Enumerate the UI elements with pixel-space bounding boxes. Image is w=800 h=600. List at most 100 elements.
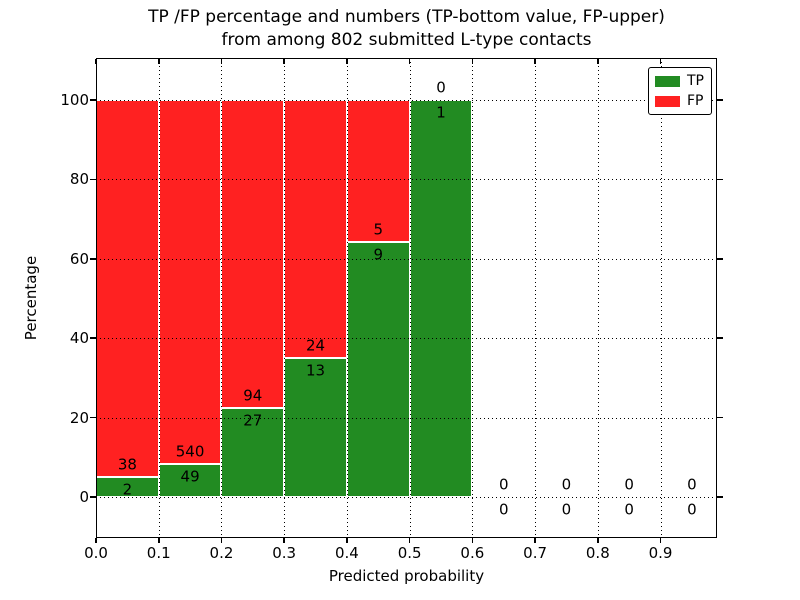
legend-label: FP: [687, 93, 704, 109]
x-tick-mark-top: [157, 59, 160, 64]
y-tick-label: 20: [69, 408, 89, 427]
x-tick-mark-top: [534, 59, 536, 64]
y-tick-mark-right: [717, 178, 723, 181]
x-tick-label: 0.3: [272, 544, 297, 562]
y-tick-label: 80: [69, 170, 89, 189]
bar-count-label-fp: 0: [561, 475, 572, 494]
y-tick-mark: [90, 99, 96, 101]
bar-segment-tp: [409, 100, 473, 497]
y-tick-mark: [90, 178, 96, 181]
x-tick-mark: [346, 538, 348, 543]
y-axis-label: Percentage: [22, 255, 40, 341]
legend-entry: FP: [655, 94, 705, 109]
grid-line-y: [96, 417, 717, 419]
bar-count-label-fp: 0: [498, 475, 509, 494]
x-tick-mark-top: [283, 59, 285, 64]
x-tick-mark-top: [597, 59, 599, 64]
x-tick-mark-top: [471, 59, 474, 64]
bar-count-label-tp: 0: [687, 500, 697, 519]
bar-segment-fp: [96, 100, 159, 478]
bar-segment-tp: [284, 357, 347, 497]
x-tick-label: 0.2: [209, 544, 234, 562]
x-tick-mark: [283, 538, 285, 543]
y-tick-mark-right: [717, 99, 723, 101]
grid-line-x: [472, 58, 474, 538]
legend: TP FP: [648, 67, 712, 115]
legend-swatch-tp: [655, 76, 680, 87]
x-tick-label: 0.9: [648, 544, 673, 562]
y-tick-mark-right: [717, 496, 723, 498]
x-tick-mark-top: [659, 59, 662, 64]
bar-count-label-fp: 540: [175, 442, 205, 461]
x-tick-mark: [408, 538, 411, 543]
bar-count-label-fp: 0: [687, 475, 697, 494]
bar-segment-fp: [284, 100, 347, 358]
bar-count-label-tp: 0: [498, 500, 509, 519]
x-tick-label: 0.1: [146, 544, 171, 562]
x-tick-label: 0.6: [460, 544, 485, 562]
grid-line-y: [96, 338, 717, 340]
bar-count-label-tp: 1: [436, 103, 446, 122]
grid-line-y: [96, 497, 717, 498]
y-tick-mark-right: [717, 416, 723, 419]
bar-count-label-tp: 0: [624, 500, 634, 519]
y-tick-mark-right: [717, 258, 723, 260]
bar-segment-fp: [158, 100, 222, 464]
x-tick-label: 0.4: [334, 544, 359, 562]
bar-count-label-tp: 9: [373, 245, 384, 264]
chart-title-line1: TP /FP percentage and numbers (TP-bottom…: [148, 7, 665, 27]
grid-line-x: [284, 58, 286, 538]
grid-line-x: [535, 58, 537, 538]
plot-area: TP FP 38 2 540 49 94 27 24 13 5 9 0 1 0 0 0 0 0 0 0 0: [96, 58, 717, 538]
y-tick-label: 40: [69, 329, 89, 348]
x-tick-mark: [157, 538, 160, 543]
x-tick-mark-top: [95, 59, 97, 64]
bar-count-label-tp: 13: [305, 361, 326, 379]
y-tick-mark: [90, 496, 96, 498]
x-tick-mark-top: [220, 59, 223, 64]
legend-swatch-fp: [655, 96, 680, 107]
bar-count-label-fp: 5: [373, 220, 384, 239]
x-tick-mark-top: [408, 59, 411, 64]
grid-line-y: [96, 179, 717, 181]
bar-count-label-fp: 24: [305, 336, 326, 354]
x-tick-mark-top: [346, 59, 348, 64]
bar-count-label-tp: 49: [180, 467, 200, 486]
bar-count-label-tp: 27: [243, 411, 263, 430]
bar-count-label-fp: 94: [243, 386, 263, 405]
x-axis-label: Predicted probability: [328, 567, 485, 585]
x-tick-label: 0.8: [585, 544, 610, 562]
x-tick-label: 0.0: [84, 544, 108, 562]
y-tick-mark: [90, 337, 96, 339]
grid-line-x: [158, 58, 160, 538]
y-tick-mark: [90, 258, 96, 260]
x-tick-mark: [95, 538, 97, 543]
bar-segment-tp: [346, 241, 410, 497]
y-tick-mark: [90, 416, 96, 419]
bar-segment-tp: [158, 463, 222, 497]
x-tick-label: 0.7: [523, 544, 548, 562]
bar-segment-fp: [221, 100, 285, 409]
x-tick-mark: [220, 538, 223, 543]
grid-line-x: [660, 58, 662, 538]
y-tick-mark-right: [717, 337, 723, 339]
bar-count-label-fp: 38: [117, 455, 137, 474]
legend-label: TP: [687, 73, 704, 89]
grid-line-x: [409, 58, 411, 538]
grid-line-y: [96, 258, 717, 260]
bar-count-label-tp: 0: [561, 500, 572, 519]
y-tick-label: 100: [60, 91, 89, 109]
grid-line-x: [221, 58, 223, 538]
grid-line-y: [96, 100, 717, 101]
x-tick-label: 0.5: [397, 544, 422, 562]
x-tick-mark: [659, 538, 662, 543]
bar-count-label-fp: 0: [624, 475, 634, 494]
x-tick-mark: [534, 538, 536, 543]
grid-line-x: [346, 58, 348, 538]
bar-count-label-fp: 0: [436, 78, 446, 97]
chart-title-line2: from among 802 submitted L-type contacts: [221, 30, 592, 50]
legend-entry: TP: [655, 74, 705, 89]
y-tick-label: 0: [79, 488, 89, 506]
chart-title: TP /FP percentage and numbers (TP-bottom…: [96, 6, 717, 52]
